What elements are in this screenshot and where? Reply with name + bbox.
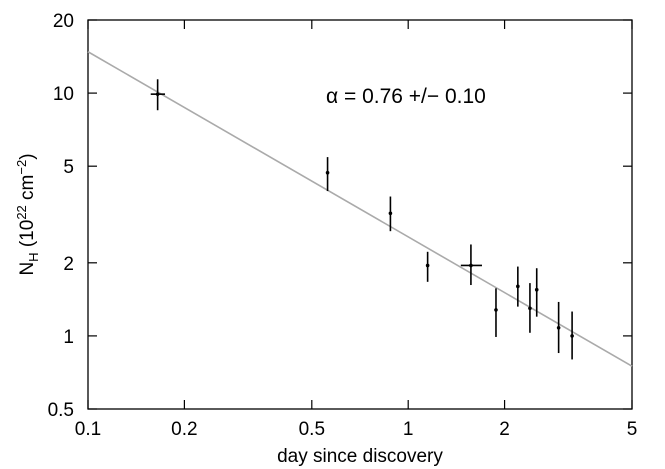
y-axis-label-part: H	[26, 252, 41, 261]
data-point	[528, 283, 532, 333]
x-tick-label: 0.5	[299, 419, 325, 440]
data-point	[556, 301, 561, 354]
data-point	[150, 79, 166, 111]
point-marker	[570, 334, 574, 338]
data-point	[425, 251, 430, 282]
x-axis-label: day since discovery	[277, 446, 443, 467]
y-tick-label: 20	[53, 11, 74, 32]
axis-ticks: 0.1 0.2 0.5 1 2 5 0.5 1 2 5 10 20	[48, 11, 638, 440]
y-axis-label-part: (10	[17, 220, 38, 253]
fit-line	[87, 51, 633, 367]
y-tick-label: 1	[63, 327, 74, 348]
y-axis-label-part: N	[17, 262, 38, 276]
x-tick-label: 5	[627, 419, 638, 440]
y-axis-label-part: 22	[14, 205, 29, 219]
x-tick-label: 0.2	[171, 419, 197, 440]
x-tick-label: 1	[403, 419, 414, 440]
point-marker	[388, 211, 393, 216]
data-point	[534, 268, 539, 317]
point-marker	[556, 325, 561, 330]
y-axis-label: NH (1022 cm−2)	[14, 153, 41, 275]
point-marker	[469, 263, 473, 268]
point-marker	[534, 287, 539, 292]
data-point	[570, 311, 574, 360]
y-axis-label-part: cm	[17, 175, 38, 206]
alpha-annotation: α = 0.76 +/− 0.10	[326, 85, 486, 108]
fit-line-group	[87, 51, 633, 367]
y-tick-label: 2	[63, 254, 74, 275]
point-marker	[494, 308, 498, 312]
plot-frame-rect	[87, 19, 633, 410]
point-marker	[325, 170, 330, 175]
data-point	[460, 244, 482, 286]
y-tick-label: 5	[63, 157, 74, 178]
point-marker	[425, 263, 430, 268]
x-tick-label: 2	[499, 419, 510, 440]
data-point	[494, 288, 498, 337]
y-axis-label-part: )	[17, 153, 38, 159]
y-axis-label-part: −2	[14, 160, 29, 175]
y-tick-label: 0.5	[48, 400, 74, 421]
data-point	[516, 266, 520, 307]
plot-frame	[87, 19, 633, 410]
y-tick-label: 10	[53, 84, 74, 105]
data-point	[325, 157, 330, 192]
data-points	[150, 79, 574, 360]
point-marker	[528, 306, 532, 311]
data-point	[388, 196, 393, 232]
point-marker	[516, 284, 520, 289]
point-marker	[155, 92, 160, 96]
x-tick-label: 0.1	[75, 419, 101, 440]
